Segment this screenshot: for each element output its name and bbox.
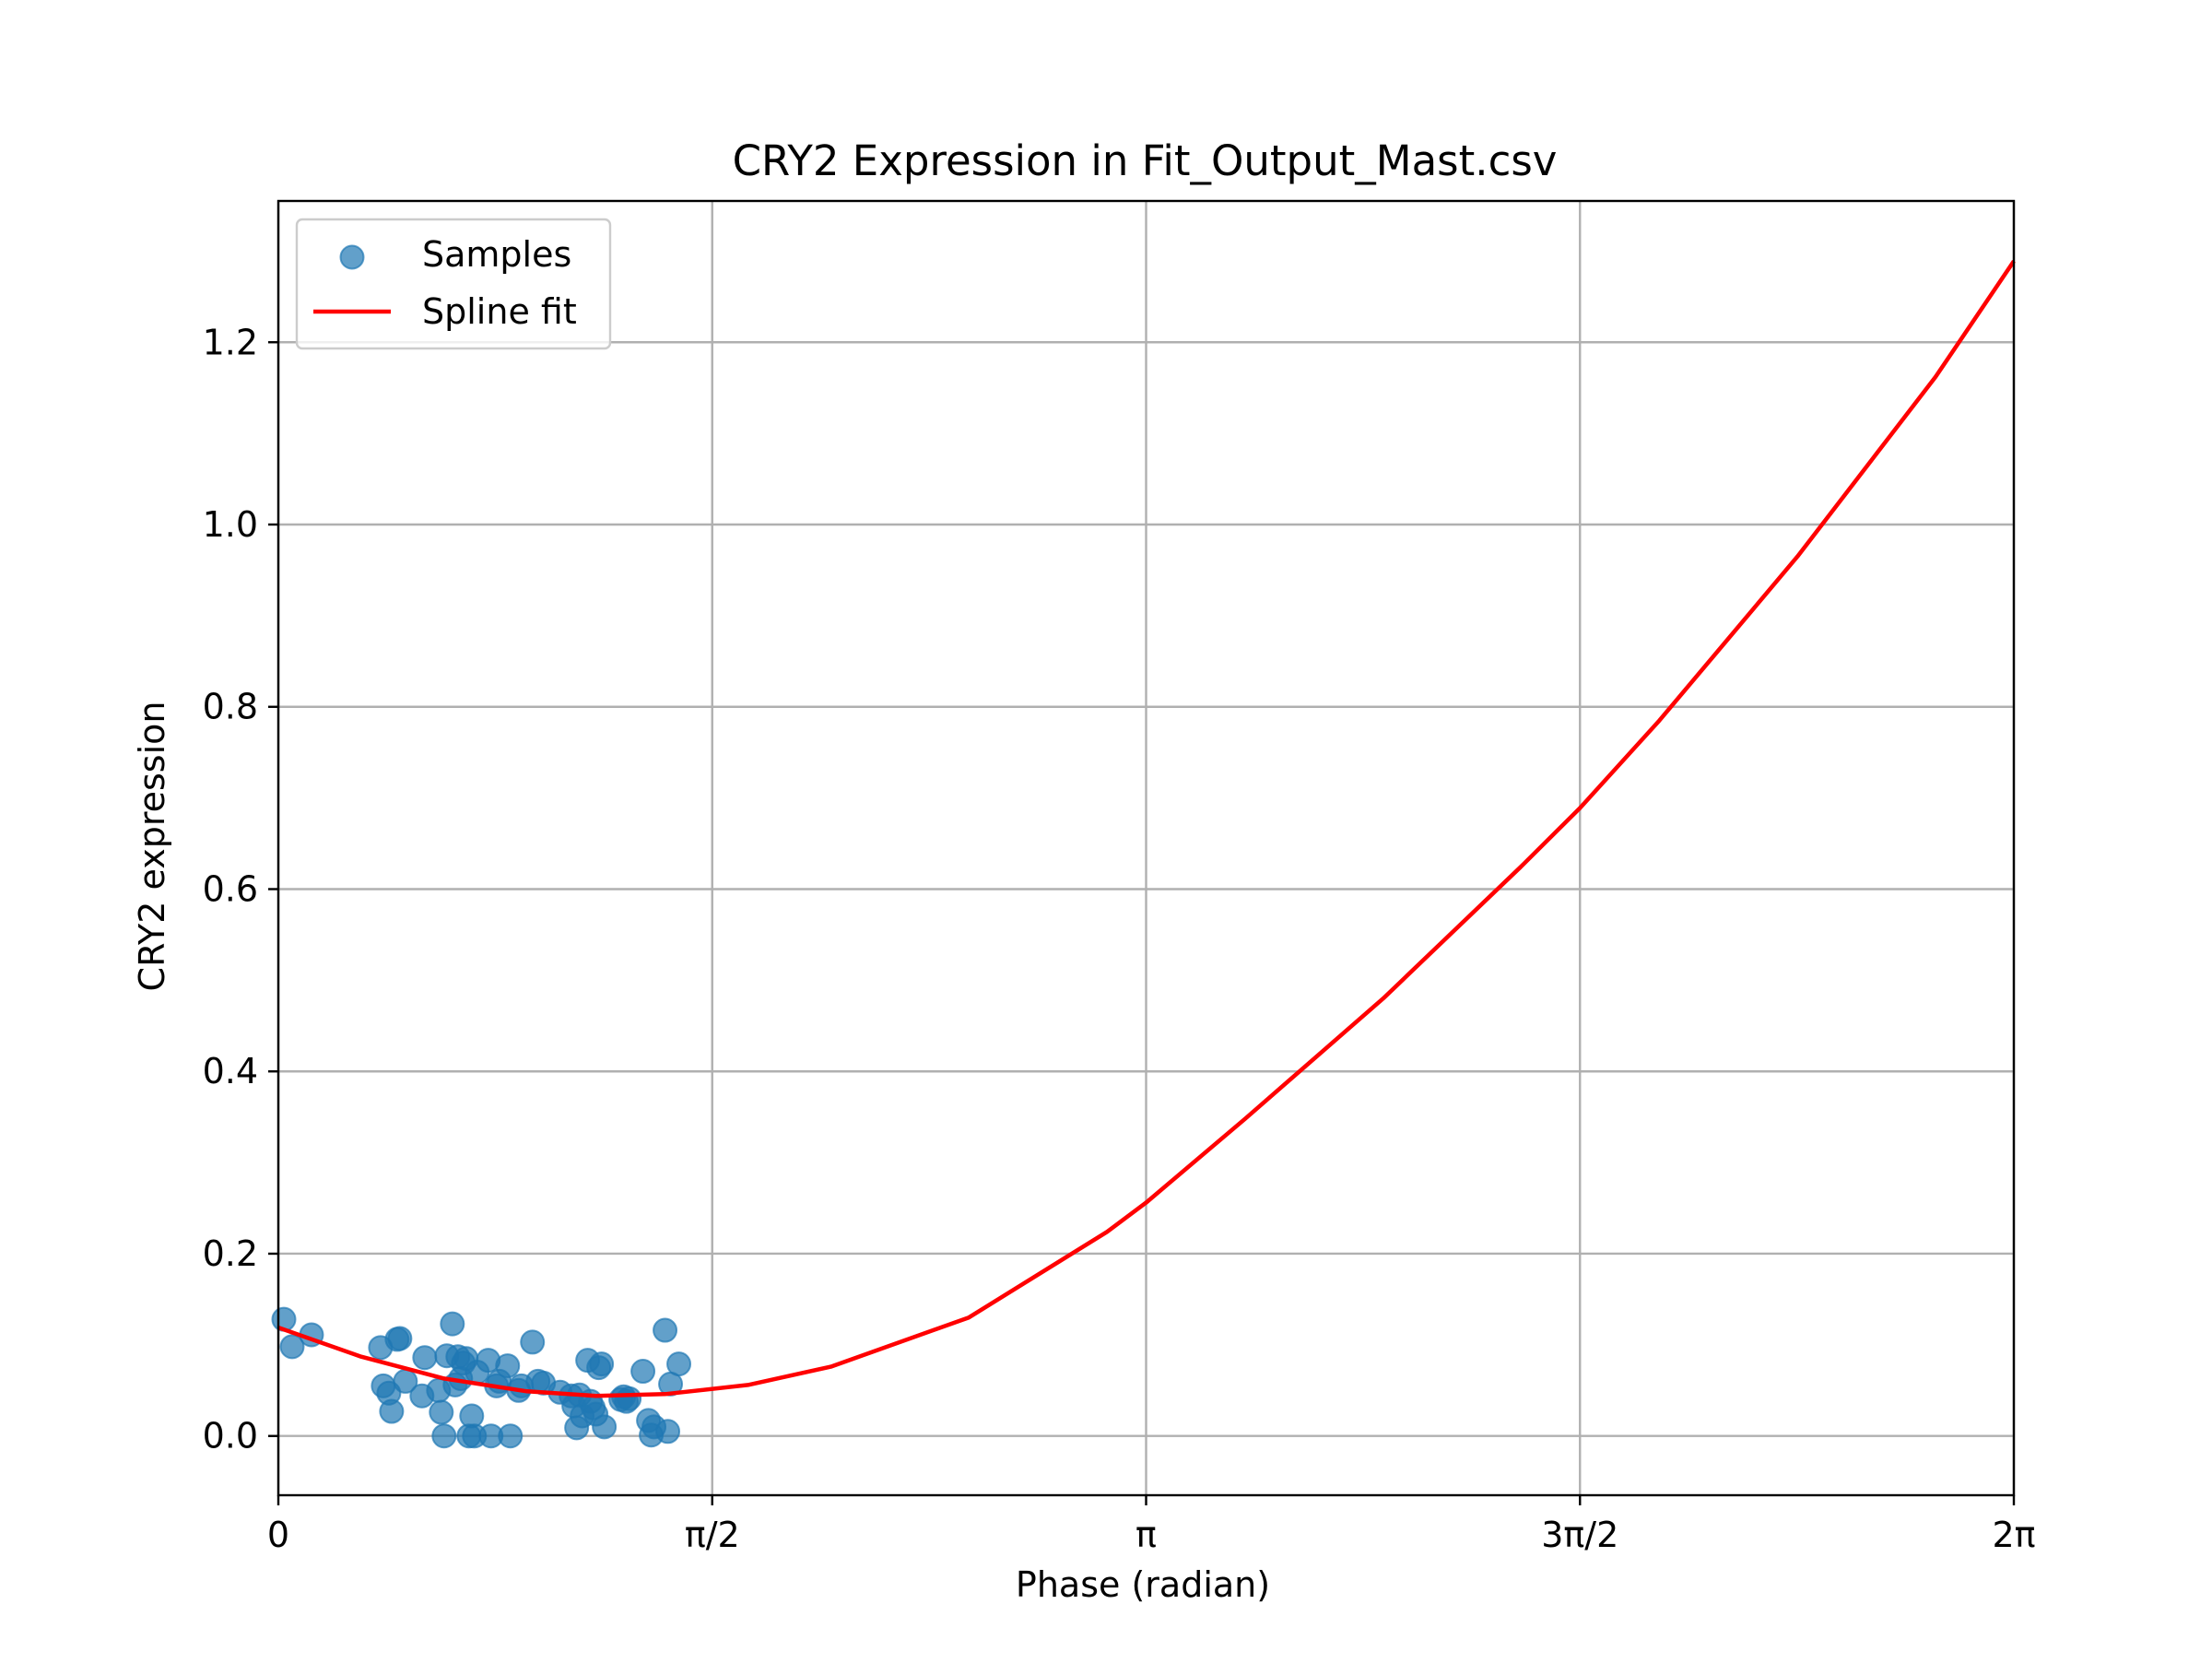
sample-point	[592, 1414, 618, 1440]
sample-point	[279, 1334, 305, 1360]
y-tick-label: 0.6	[203, 868, 258, 909]
chart-title: CRY2 Expression in Fit_Output_Mast.csv	[733, 136, 1558, 185]
sample-point	[666, 1351, 692, 1377]
sample-point	[589, 1351, 615, 1377]
x-tick-label: π	[1135, 1515, 1157, 1555]
legend-frame	[295, 218, 612, 350]
y-tick-label: 0.4	[203, 1051, 258, 1091]
x-tick-label: 0	[267, 1515, 289, 1555]
sample-point	[617, 1386, 642, 1411]
sample-point	[520, 1329, 546, 1355]
y-tick-label: 0.8	[203, 687, 258, 727]
y-tick-label: 0.2	[203, 1233, 258, 1274]
legend: Samples Spline fit	[295, 218, 612, 350]
sample-point	[653, 1317, 678, 1343]
x-tick-label: 2π	[1992, 1515, 2035, 1555]
y-tick-label: 1.2	[203, 322, 258, 362]
sample-point	[655, 1419, 681, 1445]
sample-point	[412, 1345, 438, 1371]
sample-point	[379, 1398, 405, 1424]
legend-spline-label: Spline fit	[422, 291, 577, 332]
spline-fit-line	[277, 260, 2016, 1398]
x-axis-label: Phase (radian)	[1016, 1564, 1270, 1605]
legend-samples-marker	[339, 244, 365, 270]
x-tick-label: π/2	[685, 1515, 740, 1555]
sample-point	[431, 1423, 457, 1449]
y-axis-label: CRY2 expression	[132, 702, 172, 992]
sample-point	[495, 1353, 521, 1379]
sample-point	[440, 1311, 465, 1337]
sample-point	[498, 1423, 524, 1449]
x-tick-label: 3π/2	[1541, 1515, 1618, 1555]
sample-point	[429, 1399, 454, 1425]
sample-point	[387, 1326, 413, 1351]
y-tick-label: 0.0	[203, 1416, 258, 1457]
sample-point	[630, 1359, 656, 1385]
legend-samples-label: Samples	[422, 234, 571, 275]
y-tick-label: 1.0	[203, 504, 258, 545]
